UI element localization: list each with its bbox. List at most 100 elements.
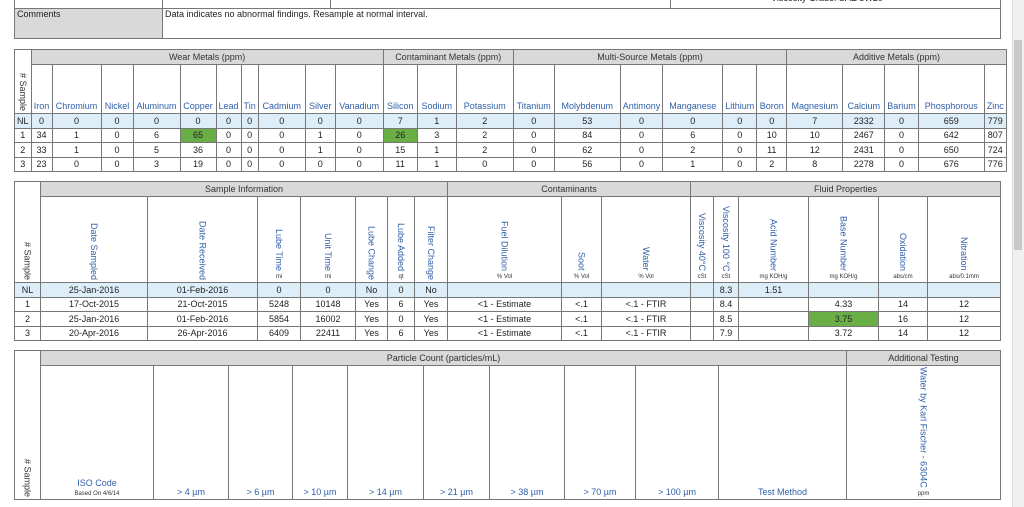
column-name: Water [641,247,651,271]
value-cell: 6 [662,127,724,143]
value-cell: 0 [100,142,134,158]
value-cell: 16 [878,311,928,327]
value-cell: 0 [619,156,664,172]
value-cell: 5 [132,142,181,158]
column-header: > 10 µm [292,365,348,500]
sample-header: # Sample [14,350,41,500]
value-cell: 6 [387,325,415,341]
empty-cell [738,296,809,312]
group-header: Sample Information [40,181,448,197]
column-name: Date Received [197,220,208,280]
value-cell: 6 [387,296,415,312]
value-cell: No [355,282,388,298]
value-cell: 12 [927,325,1001,341]
value-cell: 0 [334,156,384,172]
group-header: Contaminants [447,181,691,197]
value-cell: 25-Jan-2016 [40,311,148,327]
column-header: Lithium [722,64,758,114]
value-cell: 4.33 [808,296,879,312]
value-cell: 2 [756,156,788,172]
value-cell: 14 [878,296,928,312]
value-cell: 8.5 [713,311,739,327]
value-cell: 2 [455,127,514,143]
column-name: Date Sampled [89,222,99,280]
column-header: > 4 µm [153,365,229,500]
value-cell: 0 [884,113,919,129]
value-cell: Yes [355,296,388,312]
value-cell: 0 [240,127,259,143]
column-name: Molybdenum [561,101,613,111]
data-row: NL 0 0 0 0 0 0 0 0 0 0 7 1 2 0 53 0 0 0 0 7 2332 0 659 779 [14,113,1007,129]
empty-cell [878,282,928,298]
column-header: Cadmium [257,64,306,114]
column-name: Manganese [669,101,717,111]
column-unit: mg KOH/g [829,274,858,280]
column-header: Filter Change [414,196,448,283]
value-cell: 0 [100,127,134,143]
value-cell: 15 [382,142,418,158]
value-cell: 2 [455,142,514,158]
data-row: NL 25-Jan-2016 01-Feb-2016 0 0 No 0 No 8.3 1.51 [14,282,1001,298]
value-cell: 0 [334,142,384,158]
column-header: Water by Karl Fischer - 6304C ppm [846,365,1001,500]
sample-header: # Sample [14,49,32,114]
column-row: ISO Code Based On 4/6/14 > 4 µm > 6 µm > 10 … [15,365,1001,500]
value-cell: Yes [355,325,388,341]
column-name: Lube Added [396,222,406,271]
column-name: Iron [33,101,50,111]
value-cell: 0 [240,142,259,158]
value-cell: 33 [30,142,53,158]
value-cell: 14 [878,325,928,341]
column-name: Lithium [725,101,755,111]
data-row: 1 17-Oct-2015 21-Oct-2015 5248 10148 Yes 6 Yes <… [14,296,1001,312]
value-cell: 1 [304,127,336,143]
column-name: > 21 µm [440,487,473,497]
value-cell: 11 [382,156,418,172]
empty-cell [690,282,714,298]
column-name: Antimony [622,101,661,111]
column-header: Nickel [100,64,134,114]
column-name: Titanium [516,101,551,111]
column-name: Water by Karl Fischer - 6304C [918,367,929,488]
empty-cell [690,311,714,327]
column-header: Potassium [455,64,514,114]
column-header: Aluminum [132,64,181,114]
group-header: Fluid Properties [690,181,1001,197]
group-header: Multi-Source Metals (ppm) [512,49,788,65]
empty-cell [561,282,602,298]
column-header: Tin [240,64,259,114]
viscosity-grade: Viscosity Grade: SAE 5W20 [670,0,1001,9]
value-cell: 807 [983,127,1007,143]
column-name: Tin [243,101,256,111]
column-unit: cSt [697,274,707,280]
value-cell: 0 [512,142,555,158]
column-name: Soot [576,252,587,271]
value-cell: 0 [334,127,384,143]
value-cell: 56 [553,156,621,172]
column-header: > 70 µm [564,365,636,500]
column-header: > 100 µm [635,365,719,500]
value-cell: 779 [983,113,1007,129]
column-name: Test Method [757,487,808,497]
empty-cell [808,282,879,298]
value-cell: 0 [240,156,259,172]
value-cell: 0 [387,311,415,327]
value-cell: 2 [662,142,724,158]
column-name: > 4 µm [177,487,205,497]
column-name: Fuel Dilution [499,220,510,271]
column-name: Magnesium [791,101,839,111]
value-cell: 0 [619,142,664,158]
sample-header-text: # Sample [17,72,28,111]
column-header: Boron [756,64,788,114]
column-header: Titanium [512,64,555,114]
value-cell: 1 [416,156,457,172]
value-cell: <1 - Estimate [447,296,562,312]
scroll-thumb[interactable] [1014,40,1022,250]
value-cell: 0 [215,127,242,143]
value-cell: 0 [215,142,242,158]
value-cell: 8.3 [713,282,739,298]
column-header: Vanadium [334,64,384,114]
value-cell: 0 [300,282,356,298]
column-name: Oxidation [898,232,908,271]
comments-label: Comments [14,8,163,39]
